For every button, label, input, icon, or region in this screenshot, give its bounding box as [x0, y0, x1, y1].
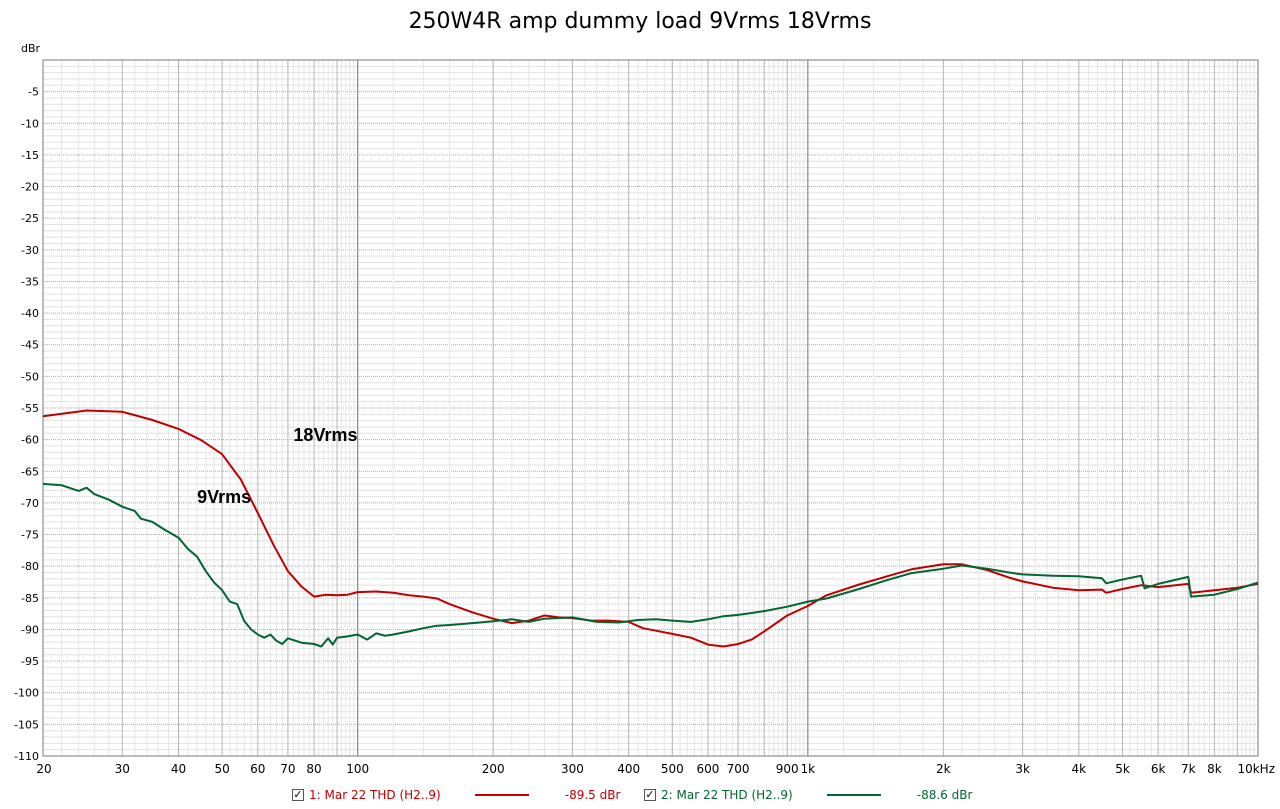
legend: ✓ 1: Mar 22 THD (H2..9) -89.5 dBr ✓ 2: M…: [0, 786, 1280, 806]
x-tick-label: 70: [280, 762, 295, 776]
x-tick-label: 5k: [1115, 762, 1130, 776]
y-tick-label: -100: [14, 687, 39, 700]
annotations: 18Vrms 9Vrms: [197, 425, 357, 507]
y-tick-label: -5: [28, 86, 39, 99]
y-tick-label: -60: [21, 434, 39, 447]
annotation-1: 18Vrms: [293, 425, 357, 445]
x-tick-label: 200: [482, 762, 505, 776]
x-tick-label: 2k: [936, 762, 951, 776]
series-1-checkbox[interactable]: ✓: [292, 788, 304, 801]
series-2-checkbox[interactable]: ✓: [644, 788, 656, 801]
y-tick-label: -105: [14, 718, 39, 731]
y-tick-label: -45: [21, 339, 39, 352]
y-tick-label: -75: [21, 529, 39, 542]
y-tick-label: -25: [21, 212, 39, 225]
y-tick-label: -15: [21, 149, 39, 162]
x-tick-label: 100: [346, 762, 369, 776]
axes: dBr -5 -10 -15 -20 -25 -30 -35 -40 -45 -50 -55 -60 -6…: [14, 42, 1275, 776]
x-tick-label: 6k: [1151, 762, 1166, 776]
x-tick-label: 600: [697, 762, 720, 776]
x-tick-label: 8k: [1207, 762, 1222, 776]
y-tick-label: -55: [21, 402, 39, 415]
x-tick-label: 50: [215, 762, 230, 776]
y-tick-label: -50: [21, 370, 39, 383]
series: [42, 409, 1259, 648]
series-1-swatch: [474, 794, 529, 796]
x-tick-label: 10kHz: [1237, 762, 1275, 776]
series-1-name: 1: Mar 22 THD (H2..9): [309, 788, 441, 802]
x-tick-label: 700: [727, 762, 750, 776]
grid: [42, 59, 1259, 757]
y-tick-label: -35: [21, 275, 39, 288]
x-tick-label: 3k: [1015, 762, 1030, 776]
series-line-2: [42, 482, 1259, 648]
series-1-readout: -89.5 dBr: [564, 788, 621, 802]
x-tick-label: 30: [115, 762, 130, 776]
x-tick-label: 500: [661, 762, 684, 776]
y-axis-unit: dBr: [21, 42, 41, 55]
y-tick-label: -110: [14, 750, 39, 763]
series-2-readout: -88.6 dBr: [916, 788, 973, 802]
y-tick-label: -90: [21, 623, 39, 636]
y-tick-label: -70: [21, 497, 39, 510]
annotation-2: 9Vrms: [197, 487, 251, 507]
y-tick-label: -30: [21, 244, 39, 257]
x-tick-label: 300: [561, 762, 584, 776]
y-tick-label: -10: [21, 117, 39, 130]
chart-title: 250W4R amp dummy load 9Vrms 18Vrms: [408, 9, 872, 34]
x-tick-label: 60: [250, 762, 265, 776]
y-tick-label: -85: [21, 592, 39, 605]
legend-item-series-1[interactable]: ✓ 1: Mar 22 THD (H2..9) -89.5 dBr: [292, 786, 620, 804]
y-tick-label: -95: [21, 655, 39, 668]
series-2-swatch: [826, 794, 881, 796]
x-tick-label: 400: [617, 762, 640, 776]
y-tick-label: -65: [21, 465, 39, 478]
x-tick-label: 4k: [1072, 762, 1087, 776]
x-tick-label: 1k: [801, 762, 816, 776]
y-tick-label: -40: [21, 307, 39, 320]
y-tick-label: -20: [21, 181, 39, 194]
x-tick-label: 900: [776, 762, 799, 776]
x-tick-label: 80: [306, 762, 321, 776]
series-2-name: 2: Mar 22 THD (H2..9): [661, 788, 793, 802]
x-tick-label: 20: [36, 762, 51, 776]
x-tick-label: 7k: [1181, 762, 1196, 776]
plot-frame: [42, 59, 1259, 757]
y-tick-label: -80: [21, 560, 39, 573]
legend-item-series-2[interactable]: ✓ 2: Mar 22 THD (H2..9) -88.6 dBr: [644, 786, 972, 804]
x-tick-label: 40: [171, 762, 186, 776]
